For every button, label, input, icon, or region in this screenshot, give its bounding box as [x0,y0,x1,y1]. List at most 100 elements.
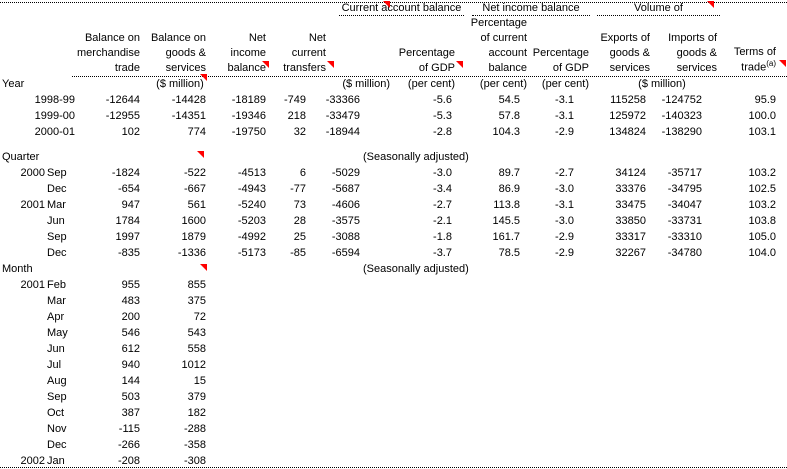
value-cell[interactable]: 1012 [181,359,206,371]
value-cell[interactable]: -33310 [667,231,702,243]
row-label-year[interactable] [0,357,46,373]
row-label-period[interactable]: Sep [47,167,67,179]
row-label-period[interactable]: Jul [47,359,62,371]
value-cell[interactable]: -2.9 [555,126,574,138]
value-cell[interactable]: -2.9 [555,231,574,243]
row-label-year[interactable]: 1999-00 [34,110,75,122]
comment-indicator[interactable] [456,61,463,68]
value-cell[interactable]: -5203 [237,215,266,227]
comment-indicator[interactable] [779,60,786,67]
value-cell[interactable]: 102 [121,126,140,138]
row-label-year[interactable] [0,437,46,453]
value-cell[interactable]: 72 [193,311,206,323]
row-label-period[interactable]: Dec [47,183,67,195]
row-label-year[interactable]: 2000-01 [34,126,75,138]
value-cell[interactable]: -34780 [667,247,702,259]
value-cell[interactable]: -115 [118,423,140,435]
column-header-pct-gdp-net-income[interactable]: Percentage of GDP [532,47,589,74]
row-label-year[interactable] [0,309,46,325]
comment-indicator[interactable] [197,151,204,158]
row-label-year[interactable] [0,213,46,229]
value-cell[interactable]: 182 [187,407,206,419]
value-cell[interactable]: 100.0 [748,110,776,122]
row-label-year[interactable] [0,341,46,357]
value-cell[interactable]: -5173 [237,247,266,259]
section-title-month[interactable]: Month [2,263,33,275]
value-cell[interactable]: -288 [183,423,206,435]
group-header-net-income-balance[interactable]: Net income balance [472,3,590,16]
value-cell[interactable]: -33479 [325,110,360,122]
value-cell[interactable]: -1824 [111,167,140,179]
value-cell[interactable]: -3575 [331,215,360,227]
value-cell[interactable]: 15 [193,375,206,387]
row-label-year[interactable]: 2000 [20,167,45,179]
row-label-period[interactable]: May [47,327,68,339]
value-cell[interactable]: 95.9 [754,94,776,106]
value-cell[interactable]: -34047 [667,199,702,211]
group-header-volume-of[interactable]: Volume of [597,3,720,16]
value-cell[interactable]: -667 [183,183,206,195]
value-cell[interactable]: 105.0 [748,231,776,243]
row-label-year[interactable] [0,325,46,341]
comment-indicator[interactable] [327,61,334,68]
value-cell[interactable]: 32267 [615,247,646,259]
value-cell[interactable]: -2.7 [555,167,574,179]
value-cell[interactable]: 89.7 [498,167,520,179]
row-label-period[interactable]: Mar [47,295,66,307]
value-cell[interactable]: 73 [293,199,306,211]
row-label-period[interactable]: Jan [47,455,65,467]
row-label-year[interactable]: 1998-99 [34,94,75,106]
value-cell[interactable]: -2.7 [433,199,452,211]
column-header-balance-goods-services[interactable]: Balance on goods & services [150,32,206,74]
value-cell[interactable]: 104.3 [492,126,520,138]
value-cell[interactable]: -266 [117,439,140,451]
row-label-year[interactable]: 2001 [20,279,45,291]
row-label-period[interactable]: Jun [47,215,65,227]
value-cell[interactable]: -5.3 [433,110,452,122]
row-label-period[interactable]: Feb [47,279,66,291]
value-cell[interactable]: 33376 [615,183,646,195]
row-label-year[interactable] [0,181,46,197]
value-cell[interactable]: -18944 [325,126,360,138]
cell-unit-volume-dollar-million[interactable]: ($ million) [638,78,686,90]
value-cell[interactable]: -2.1 [433,215,452,227]
row-label-year[interactable] [0,389,46,405]
value-cell[interactable]: 387 [121,407,140,419]
column-header-net-income-balance[interactable]: Net income balance [227,32,266,74]
value-cell[interactable]: 104.0 [748,247,776,259]
comment-indicator[interactable] [200,264,207,271]
row-label-period[interactable]: Jun [47,343,65,355]
value-cell[interactable]: -654 [117,183,140,195]
row-label-year[interactable] [0,405,46,421]
row-label-period[interactable]: Oct [47,407,65,419]
value-cell[interactable]: -1.8 [433,231,452,243]
value-cell[interactable]: 86.9 [498,183,520,195]
value-cell[interactable]: 78.5 [498,247,520,259]
row-label-year[interactable] [0,293,46,309]
value-cell[interactable]: -3.1 [555,110,574,122]
value-cell[interactable]: 558 [187,343,206,355]
value-cell[interactable]: 161.7 [492,231,520,243]
row-label-period[interactable]: Dec [47,439,67,451]
value-cell[interactable]: -5240 [237,199,266,211]
value-cell[interactable]: -3088 [331,231,360,243]
value-cell[interactable]: 103.2 [748,167,776,179]
value-cell[interactable]: -33366 [325,94,360,106]
row-label-year[interactable]: 2001 [20,199,45,211]
cell-unit-per-cent-3[interactable]: (per cent) [541,78,589,90]
value-cell[interactable]: -140323 [661,110,702,122]
value-cell[interactable]: 34124 [615,167,646,179]
value-cell[interactable]: -835 [117,247,140,259]
value-cell[interactable]: 955 [121,279,140,291]
value-cell[interactable]: -2.9 [555,247,574,259]
value-cell[interactable]: 102.5 [748,183,776,195]
value-cell[interactable]: -5687 [331,183,360,195]
row-label-period[interactable]: Sep [47,231,67,243]
value-cell[interactable]: 218 [287,110,306,122]
value-cell[interactable]: 32 [293,126,306,138]
value-cell[interactable]: -4943 [237,183,266,195]
value-cell[interactable]: 6 [299,167,306,179]
row-label-year[interactable] [0,373,46,389]
value-cell[interactable]: 25 [293,231,306,243]
value-cell[interactable]: -3.0 [555,183,574,195]
